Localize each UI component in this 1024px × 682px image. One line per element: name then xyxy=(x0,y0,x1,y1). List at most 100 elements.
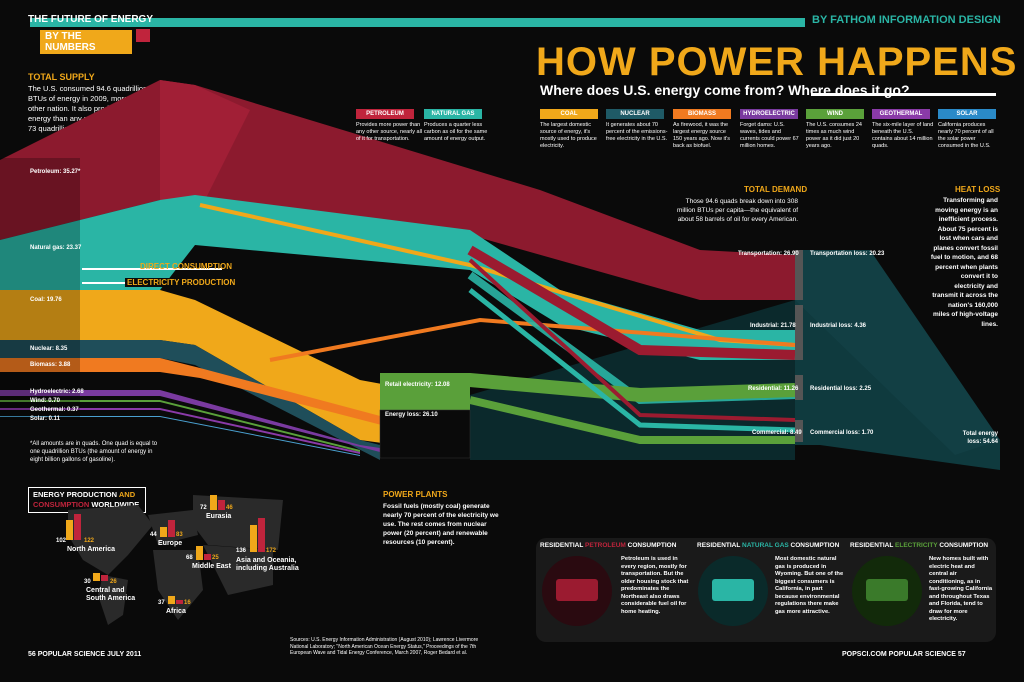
eu-consumption-bar xyxy=(168,520,175,537)
footer-right: POPSCI.COM POPULAR SCIENCE 57 xyxy=(842,651,966,658)
world-title-and: AND xyxy=(118,490,136,499)
eurasia-prod-val: 72 xyxy=(200,505,207,511)
na-prod-val: 102 xyxy=(56,538,67,544)
petroleum-top xyxy=(160,80,250,210)
legend-biomass: BIOMASS As firewood, it was the largest … xyxy=(673,109,735,150)
petro-commercial xyxy=(468,258,796,422)
asia-prod-val: 136 xyxy=(236,548,247,554)
source-label-nuclear: Nuclear: 8.35 xyxy=(30,346,68,352)
source-label-geothermal: Geothermal: 0.37 xyxy=(30,407,79,413)
na-label: North America xyxy=(67,546,115,553)
legend-name: HYDROELECTRIC xyxy=(740,109,798,119)
section-accent xyxy=(136,29,150,42)
africa-cons-val: 16 xyxy=(184,600,191,606)
series-label: THE FUTURE OF ENERGY xyxy=(28,14,154,25)
biomass-thread xyxy=(269,317,796,362)
heat-loss-text: Transforming and moving energy is an ine… xyxy=(930,197,998,328)
legend-desc: The six-mile layer of land beneath the U… xyxy=(872,122,934,149)
gas-commercial xyxy=(468,288,796,433)
me-prod-val: 68 xyxy=(186,555,193,561)
res-prefix: RESIDENTIAL xyxy=(850,542,896,549)
legend-name: WIND xyxy=(806,109,864,119)
commercial-bar xyxy=(795,420,803,442)
loss-transportation: Transportation loss: 20.23 xyxy=(810,251,885,257)
transportation-bar xyxy=(795,250,803,300)
legend-wind: WIND The U.S. consumes 24 times as much … xyxy=(806,109,868,150)
legend-desc: Provides more power than any other sourc… xyxy=(356,122,423,142)
legend-geothermal: GEOTHERMAL The six-mile layer of land be… xyxy=(872,109,934,150)
demand-commercial: Commercial: 8.49 xyxy=(752,430,802,436)
eurasia-consumption-bar xyxy=(218,500,225,510)
res-gas-title: RESIDENTIAL NATURAL GAS CONSUMPTION xyxy=(697,542,839,549)
asia-production-bar xyxy=(250,525,257,552)
credit-label: BY FATHOM INFORMATION DESIGN xyxy=(812,14,1001,26)
footnote: *All amounts are in quads. One quad is e… xyxy=(30,441,158,463)
us-map-gas xyxy=(712,579,754,601)
us-map-electricity xyxy=(866,579,908,601)
hydro-flow xyxy=(0,390,380,452)
africa-consumption-bar xyxy=(176,600,183,604)
legend-petroleum: PETROLEUM Provides more power than any o… xyxy=(356,109,426,143)
sa-consumption-bar xyxy=(101,575,108,581)
heat-loss-transport xyxy=(795,250,1000,455)
eu-label: Europe xyxy=(158,540,183,547)
continent-north-america xyxy=(68,505,153,575)
world-title-c: WORLDWIDE xyxy=(91,500,140,509)
header-bar-left xyxy=(30,18,150,27)
legend-solar: SOLAR California produces nearly 70 perc… xyxy=(938,109,1000,150)
legend-desc: It generates about 70 percent of the emi… xyxy=(606,122,668,142)
legend-hydroelectric: HYDROELECTRIC Forget dams: U.S. waves, t… xyxy=(740,109,802,150)
eurasia-production-bar xyxy=(210,495,217,510)
source-label-hydro: Hydroelectric: 2.68 xyxy=(30,389,84,395)
legend-natural-gas: NATURAL GAS Produces a quarter less carb… xyxy=(424,109,494,143)
res-petroleum-text: Petroleum is used in every region, mostl… xyxy=(621,556,689,615)
asia-label: Asia and Oceania, including Australia xyxy=(236,557,299,572)
energy-loss-label: Energy loss: 26.10 xyxy=(385,412,438,418)
legend-name: BIOMASS xyxy=(673,109,731,119)
direct-rule xyxy=(82,268,222,270)
legend-name: NATURAL GAS xyxy=(424,109,482,119)
legend-name: GEOTHERMAL xyxy=(872,109,930,119)
sa-production-bar xyxy=(93,573,100,581)
source-label-natural-gas: Natural gas: 23.37 xyxy=(30,245,82,251)
power-plants-text: Fossil fuels (mostly coal) generate near… xyxy=(383,503,499,546)
source-label-biomass: Biomass: 3.88 xyxy=(30,362,71,368)
section-label: BY THE NUMBERS xyxy=(40,30,132,54)
demand-industrial: Industrial: 21.78 xyxy=(750,323,796,329)
res-prefix: RESIDENTIAL xyxy=(540,542,586,549)
total-demand-text: Those 94.6 quads break down into 308 mil… xyxy=(676,198,798,223)
res-fuel: PETROLEUM xyxy=(585,542,626,549)
asia-consumption-bar xyxy=(258,518,265,552)
res-gas-text: Most domestic natural gas is produced in… xyxy=(775,556,844,615)
res-electricity-map xyxy=(852,556,922,626)
africa-production-bar xyxy=(168,596,175,604)
legend-desc: The U.S. consumes 24 times as much wind … xyxy=(806,122,862,149)
source-label-wind: Wind: 0.70 xyxy=(30,398,60,404)
asia-cons-val: 172 xyxy=(266,548,277,554)
me-cons-val: 25 xyxy=(212,555,219,561)
source-label-solar: Solar: 0.11 xyxy=(30,416,61,422)
sa-prod-val: 30 xyxy=(84,579,91,585)
me-production-bar xyxy=(196,546,203,560)
power-plants-title: POWER PLANTS xyxy=(383,490,448,499)
sa-cons-val: 26 xyxy=(110,579,117,585)
legend-name: PETROLEUM xyxy=(356,109,414,119)
source-label-petroleum: Petroleum: 35.27* xyxy=(30,169,81,175)
res-fuel: ELECTRICITY xyxy=(895,542,938,549)
world-map xyxy=(68,495,283,625)
electricity-production-label: ELECTRICITY PRODUCTION xyxy=(125,278,238,287)
res-petroleum-map xyxy=(542,556,612,626)
res-electricity-text: New homes built with electric heat and c… xyxy=(929,556,993,622)
world-title-b: CONSUMPTION xyxy=(33,500,90,509)
legend-coal: COAL The largest domestic source of ener… xyxy=(540,109,602,150)
na-consumption-bar xyxy=(74,514,81,540)
eu-prod-val: 44 xyxy=(150,532,157,538)
legend-name: SOLAR xyxy=(938,109,996,119)
residential-bar xyxy=(795,375,803,400)
eurasia-label: Eurasia xyxy=(206,513,232,520)
res-prefix: RESIDENTIAL xyxy=(697,542,743,549)
world-title-a: ENERGY PRODUCTION xyxy=(33,490,118,499)
res-fuel: NATURAL GAS xyxy=(742,542,789,549)
demand-transportation: Transportation: 26.90 xyxy=(738,251,799,257)
petroleum-thread xyxy=(467,245,796,360)
